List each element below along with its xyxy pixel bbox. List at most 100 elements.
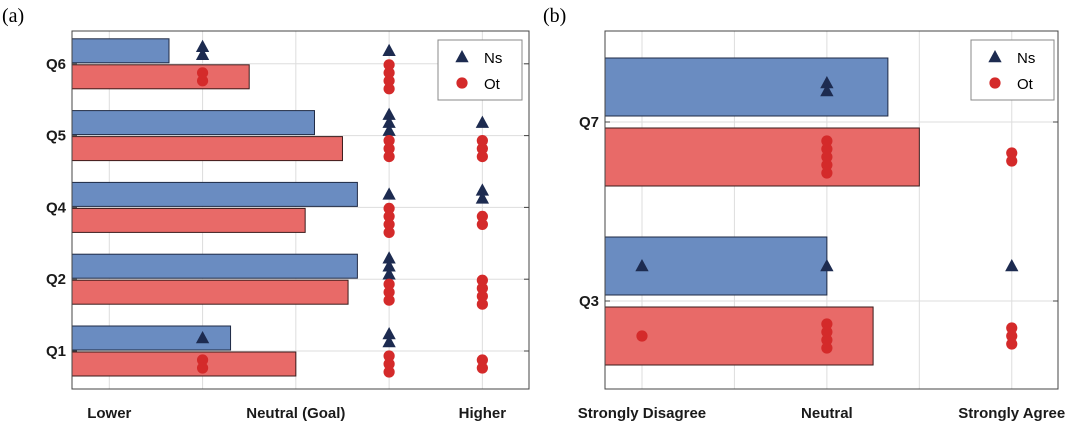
marker-ot-q7	[1006, 155, 1018, 167]
legend-label-ot: Ot	[1017, 76, 1034, 93]
marker-ns-q6	[195, 47, 210, 61]
bar-ot-q1	[71, 351, 297, 377]
axes-frame	[604, 30, 1059, 390]
marker-ot-q2	[476, 298, 488, 310]
marker-ot-q5	[476, 135, 488, 147]
marker-ot-q5	[383, 135, 395, 147]
chart-b: Q3 Q7 Strongly Disagree Neutral Strongly Agr…	[578, 30, 1065, 422]
bar-ns-q7	[604, 57, 889, 117]
marker-ns-q5	[382, 107, 396, 120]
marker-ot-q6	[383, 67, 395, 79]
marker-ot-q1	[476, 354, 488, 366]
marker-ot-q4	[383, 202, 395, 214]
y-tick-label: Q2	[46, 271, 66, 288]
legend-ns-triangle-icon	[455, 50, 469, 63]
marker-ns-q5	[382, 115, 396, 128]
legend-label-ns: Ns	[1017, 50, 1035, 67]
marker-ot-q4	[383, 226, 395, 238]
bar-ns-q6	[71, 38, 170, 64]
marker-ot-q1	[196, 362, 209, 374]
marker-ns-q1	[382, 327, 396, 340]
marker-ns-q5	[382, 123, 396, 136]
marker-ot-q1	[383, 350, 395, 362]
marker-ot-q4	[476, 210, 488, 222]
marker-ns-q3	[635, 259, 649, 272]
marker-ot-q1	[476, 362, 488, 374]
marker-ot-q6	[383, 75, 395, 87]
legend-box	[970, 39, 1055, 101]
x-tick-label: Higher	[459, 405, 507, 422]
x-tick-label: Neutral	[801, 405, 853, 422]
marker-ot-q6	[196, 75, 209, 87]
marker-ot-q6	[196, 67, 209, 79]
marker-ot-q2	[476, 290, 488, 302]
marker-ns-q2	[382, 267, 396, 280]
marker-ot-q2	[383, 294, 395, 306]
y-tick-label: Q3	[579, 293, 599, 310]
marker-ns-q2	[382, 251, 396, 264]
marker-ot-q3	[636, 330, 648, 342]
marker-ot-q5	[476, 143, 488, 155]
marker-ns-q5	[475, 115, 490, 128]
marker-ot-q4	[383, 218, 395, 230]
panel-a-label: (a)	[2, 5, 24, 27]
marker-ot-q1	[383, 358, 395, 370]
marker-ot-q4	[476, 218, 488, 230]
marker-ot-q6	[383, 59, 395, 71]
marker-ot-q1	[383, 366, 395, 378]
marker-ot-q1	[196, 354, 209, 366]
marker-ns-q3	[820, 259, 834, 272]
marker-ot-q5	[383, 143, 395, 155]
marker-ns-q2	[382, 259, 396, 272]
bar-ot-q2	[71, 279, 349, 305]
bar-ns-q5	[71, 110, 315, 136]
marker-ot-q7	[821, 143, 833, 155]
marker-ot-q3	[1006, 330, 1018, 342]
chart-a: Q1 Q2 Q4 Q5 Q6 Lower Neutral (Goal) Higher Ns Ot	[46, 30, 676, 422]
marker-ot-q3	[821, 342, 833, 354]
marker-ot-q2	[476, 282, 488, 294]
marker-ns-q4	[475, 191, 490, 204]
legend-label-ns: Ns	[484, 50, 502, 67]
marker-ot-q7	[821, 167, 833, 179]
marker-ot-q3	[1006, 338, 1018, 350]
marker-ot-q7	[821, 135, 833, 147]
x-tick-label: Neutral (Goal)	[246, 405, 345, 422]
marker-ot-q7	[821, 159, 833, 171]
marker-ot-q3	[1006, 322, 1018, 334]
marker-ot-q4	[383, 210, 395, 222]
legend-ot-circle-icon	[989, 77, 1001, 89]
marker-ns-q6	[382, 43, 396, 57]
panel-b-label: (b)	[543, 5, 566, 27]
bar-ot-q6	[71, 64, 250, 90]
x-tick-label: Lower	[87, 405, 131, 422]
y-tick-label: Q1	[46, 343, 66, 360]
axes-frame	[71, 30, 530, 390]
bar-ot-q4	[71, 207, 306, 233]
y-tick-label: Q6	[46, 56, 66, 73]
marker-ot-q6	[383, 83, 395, 95]
marker-ns-q7	[820, 76, 834, 89]
x-tick-label: Strongly Agree	[958, 405, 1065, 422]
bar-ns-q4	[71, 181, 358, 207]
bar-ot-q5	[71, 136, 343, 162]
marker-ot-q2	[476, 274, 488, 286]
marker-ns-q6	[195, 39, 210, 53]
marker-ot-q3	[821, 334, 833, 346]
marker-ns-q1	[195, 331, 210, 344]
marker-ns-q4	[382, 187, 396, 200]
marker-ot-q7	[1006, 147, 1018, 159]
y-tick-label: Q5	[46, 128, 66, 145]
marker-ns-q4	[475, 183, 490, 196]
y-tick-label: Q4	[46, 199, 67, 216]
marker-ot-q7	[821, 151, 833, 163]
marker-ot-q2	[383, 286, 395, 298]
bar-ns-q2	[71, 253, 358, 279]
legend-ot-circle-icon	[456, 77, 468, 89]
bar-ot-q7	[604, 127, 920, 187]
legend-ns-triangle-icon	[988, 50, 1002, 63]
marker-ot-q3	[821, 318, 833, 330]
marker-ot-q5	[476, 151, 488, 163]
marker-ot-q5	[383, 151, 395, 163]
